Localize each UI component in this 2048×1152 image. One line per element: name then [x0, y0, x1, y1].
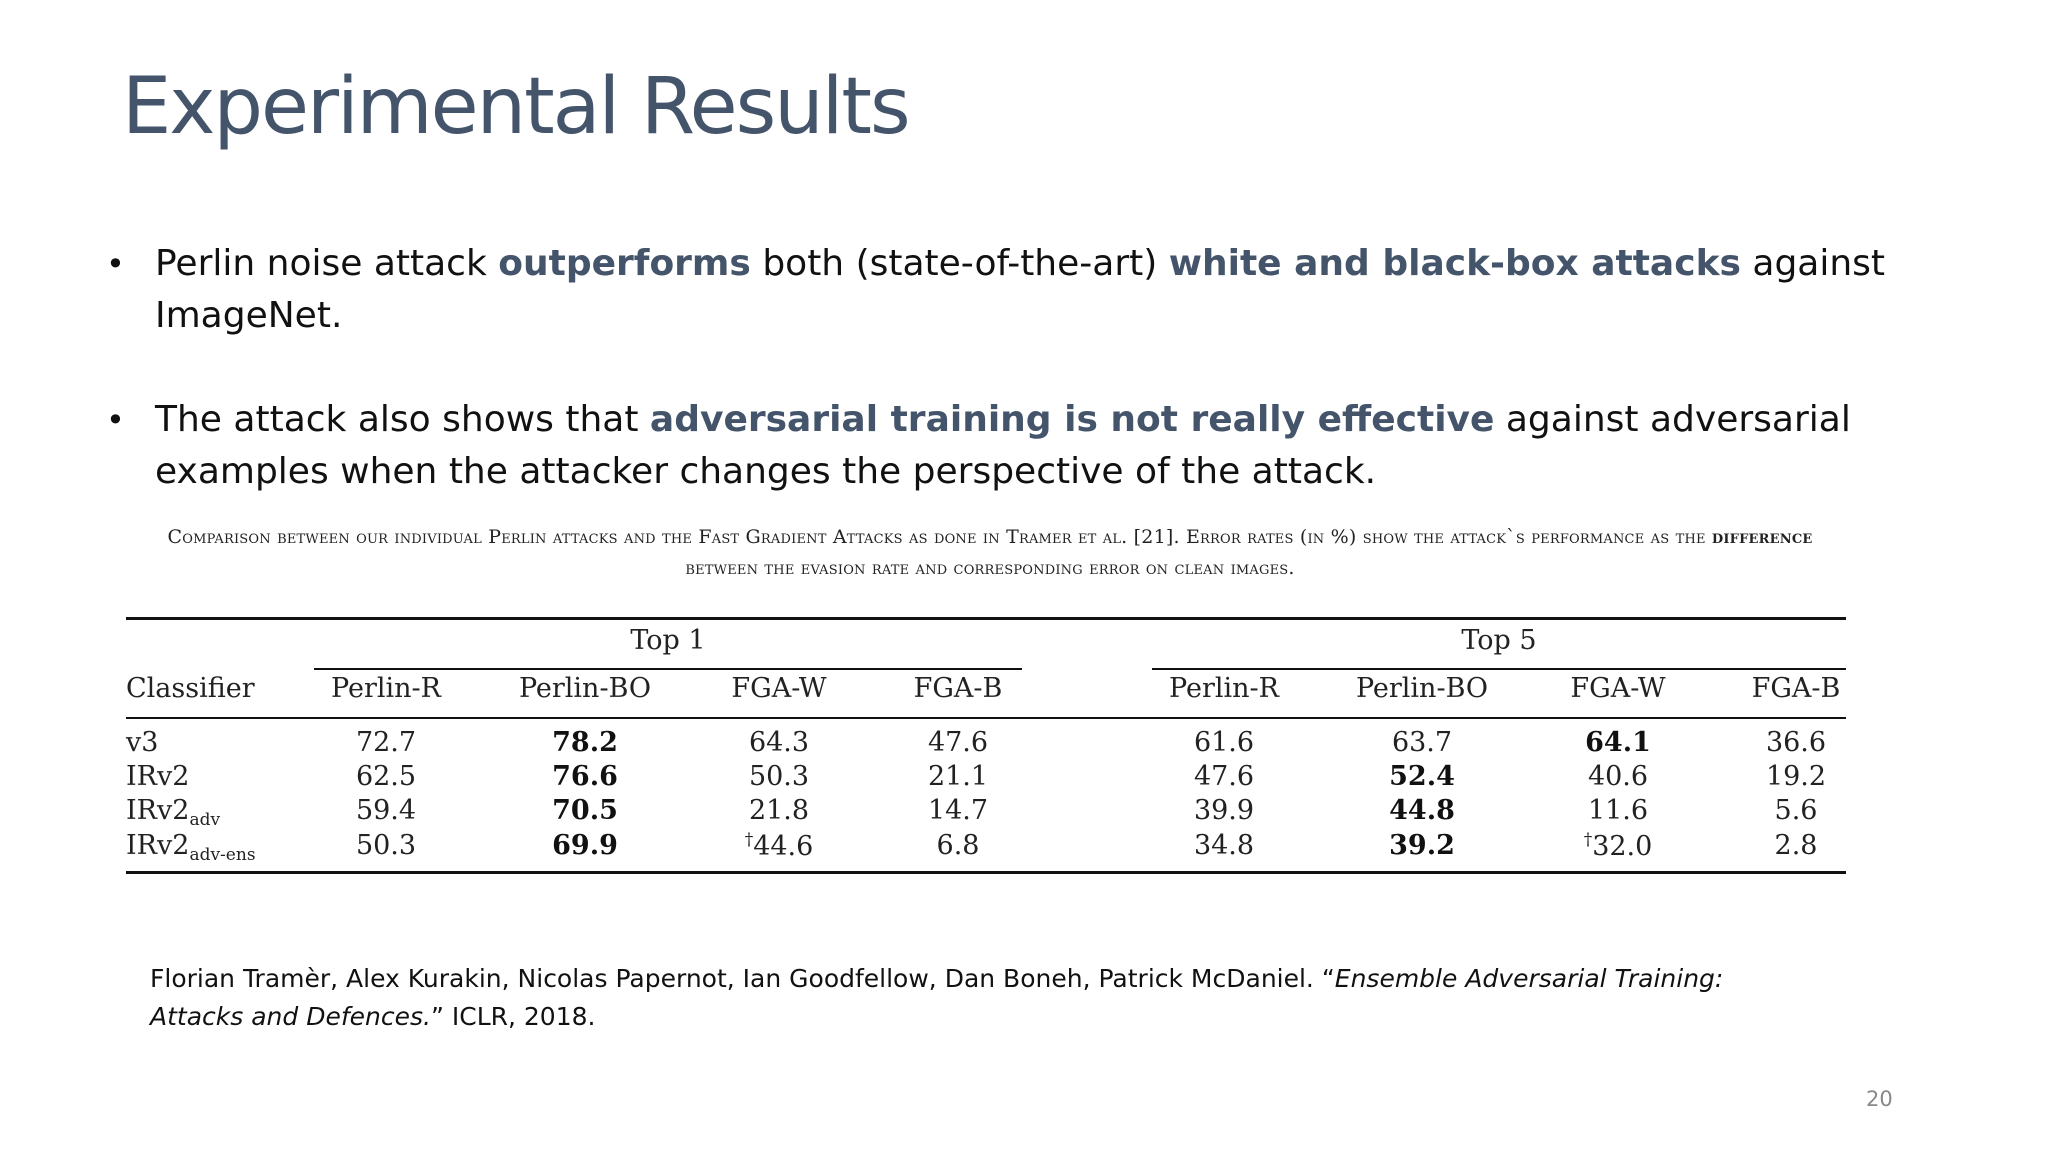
column-header: FGA-B	[913, 673, 1003, 704]
header-bottom-rule	[126, 717, 1846, 719]
bullet-text: against ImageNet.	[155, 243, 1886, 336]
table-cell: 6.8	[936, 830, 980, 861]
table-cell: 5.6	[1774, 795, 1818, 826]
column-header: Perlin-BO	[1355, 673, 1489, 704]
caption-bold-text: difference	[1711, 526, 1813, 548]
row-label-subscript: adv-ens	[189, 845, 256, 865]
bullet-dot-icon: •	[106, 401, 125, 439]
table-cell: 72.7	[355, 727, 417, 758]
table-cell: 78.2	[552, 727, 618, 758]
page-number: 20	[1866, 1087, 1893, 1111]
table-cell: 39.2	[1389, 830, 1455, 861]
row-label: IRv2	[126, 761, 190, 792]
reference: Florian Tramèr, Alex Kurakin, Nicolas Pa…	[150, 960, 1800, 1036]
table-cell: 47.6	[1193, 761, 1255, 792]
dagger-mark: †	[744, 830, 754, 850]
row-label: IRv2adv-ens	[126, 830, 256, 865]
caption-text: Comparison between our individual Perlin…	[167, 526, 1712, 548]
bullet-text: Perlin noise attack	[155, 243, 499, 284]
bullet-highlight: white and black-box attacks	[1168, 243, 1741, 284]
table-cell: †32.0	[1583, 830, 1653, 862]
reference-authors: Florian Tramèr, Alex Kurakin, Nicolas Pa…	[150, 964, 1335, 993]
table-cell: 39.9	[1193, 795, 1255, 826]
column-header: Perlin-BO	[518, 673, 652, 704]
column-header: Perlin-R	[1169, 673, 1279, 704]
table-cell: 14.7	[927, 795, 989, 826]
column-header: FGA-W	[731, 673, 827, 704]
results-table: Top 1 Top 5 Classifier Perlin-R Perlin-BO FGA…	[126, 617, 1846, 877]
table-bottom-rule	[126, 871, 1846, 874]
table-cell: 52.4	[1389, 761, 1455, 792]
bullet-item-2: • The attack also shows that adversarial…	[100, 394, 2000, 498]
table-cell: 34.8	[1193, 830, 1255, 861]
row-label-subscript: adv	[189, 810, 221, 830]
table-cell: †44.6	[744, 830, 814, 862]
reference-title: Ensemble Adversarial Training: Attacks a…	[150, 964, 1724, 1031]
table-caption: Comparison between our individual Perlin…	[130, 522, 1850, 584]
table-cell: 50.3	[355, 830, 417, 861]
table-cell: 19.2	[1765, 761, 1827, 792]
table-cell: 61.6	[1193, 727, 1255, 758]
table-cell: 69.9	[552, 830, 618, 861]
group-underline-rule	[1152, 668, 1846, 670]
bullet-dot-icon: •	[106, 245, 125, 283]
reference-venue: ” ICLR, 2018.	[430, 1002, 596, 1031]
column-header: FGA-W	[1570, 673, 1666, 704]
slide-title: Experimental Results	[122, 62, 911, 152]
table-cell: 64.1	[1585, 727, 1651, 758]
table-cell: 62.5	[355, 761, 417, 792]
table-cell: 64.3	[748, 727, 810, 758]
bullet-highlight: outperforms	[498, 243, 751, 284]
table-cell: 50.3	[748, 761, 810, 792]
column-header: Classifier	[126, 673, 255, 704]
table-cell: 63.7	[1391, 727, 1453, 758]
bullet-text: against adversarial examples when the at…	[155, 399, 1851, 492]
table-cell: 11.6	[1587, 795, 1649, 826]
row-label: v3	[126, 727, 159, 758]
dagger-mark: †	[1583, 830, 1593, 850]
bullet-text: both (state-of-the-art)	[750, 243, 1169, 284]
table-cell: 59.4	[355, 795, 417, 826]
column-header: Perlin-R	[331, 673, 441, 704]
table-cell: 47.6	[927, 727, 989, 758]
row-label: IRv2adv	[126, 795, 221, 830]
group-underline-rule	[314, 668, 1022, 670]
column-header: FGA-B	[1751, 673, 1841, 704]
group-header: Top 5	[1461, 625, 1537, 656]
bullet-list: • Perlin noise attack outperforms both (…	[100, 238, 2000, 550]
table-cell: 76.6	[552, 761, 618, 792]
table-cell: 40.6	[1587, 761, 1649, 792]
table-cell: 2.8	[1774, 830, 1818, 861]
group-header: Top 1	[630, 625, 706, 656]
table-top-rule	[126, 617, 1846, 620]
bullet-highlight: adversarial training is not really effec…	[649, 399, 1495, 440]
table-cell: 36.6	[1765, 727, 1827, 758]
caption-text: between the evasion rate and correspondi…	[685, 557, 1295, 579]
bullet-text: The attack also shows that	[155, 399, 650, 440]
table-cell: 70.5	[552, 795, 618, 826]
table-cell: 21.8	[748, 795, 810, 826]
table-cell: 44.8	[1389, 795, 1455, 826]
bullet-item-1: • Perlin noise attack outperforms both (…	[100, 238, 2000, 342]
table-cell: 21.1	[927, 761, 989, 792]
